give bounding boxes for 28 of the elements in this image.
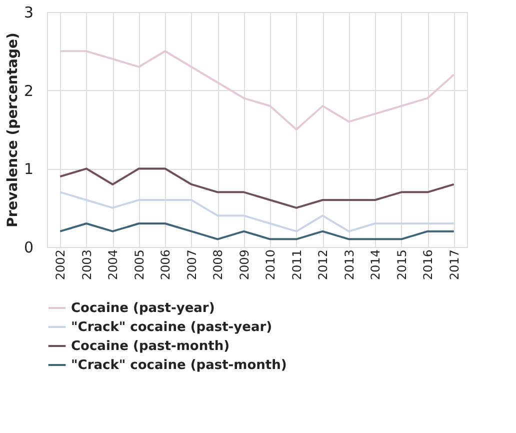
x-tick-label: 2011: [290, 250, 304, 280]
x-tick-label: 2015: [394, 250, 409, 280]
legend-label: Cocaine (past-month): [71, 339, 230, 354]
x-tick-label: 2013: [342, 250, 356, 280]
line-series: [59, 50, 455, 130]
legend-label: Cocaine (past-year): [71, 301, 215, 316]
y-tick-label: 1: [24, 160, 34, 178]
legend-label: "Crack" cocaine (past-month): [71, 358, 287, 373]
x-tick-label: 2014: [368, 250, 383, 280]
x-tick-label: 2012: [316, 250, 330, 280]
x-tick-label: 2005: [132, 250, 146, 280]
line-series: [59, 168, 455, 209]
y-tick-label: 2: [24, 82, 34, 100]
x-tick-label: 2007: [184, 250, 199, 280]
legend-label: "Crack" cocaine (past-year): [71, 320, 272, 335]
x-tick-label: 2009: [237, 250, 252, 280]
x-tick-label: 2017: [447, 250, 462, 280]
y-tick-label: 0: [24, 238, 34, 256]
x-tick-label: 2016: [421, 250, 436, 280]
x-tick-label: 2006: [158, 250, 173, 280]
y-axis-title: Prevalence (percentage): [4, 32, 21, 228]
x-tick-label: 2010: [264, 250, 278, 280]
x-tick-label: 2004: [106, 250, 120, 280]
x-tick-label: 2008: [211, 250, 226, 280]
line-series: [59, 191, 455, 232]
x-tick-label: 2002: [54, 250, 68, 280]
x-tick-label: 2003: [80, 250, 94, 280]
y-tick-label: 3: [24, 4, 34, 22]
